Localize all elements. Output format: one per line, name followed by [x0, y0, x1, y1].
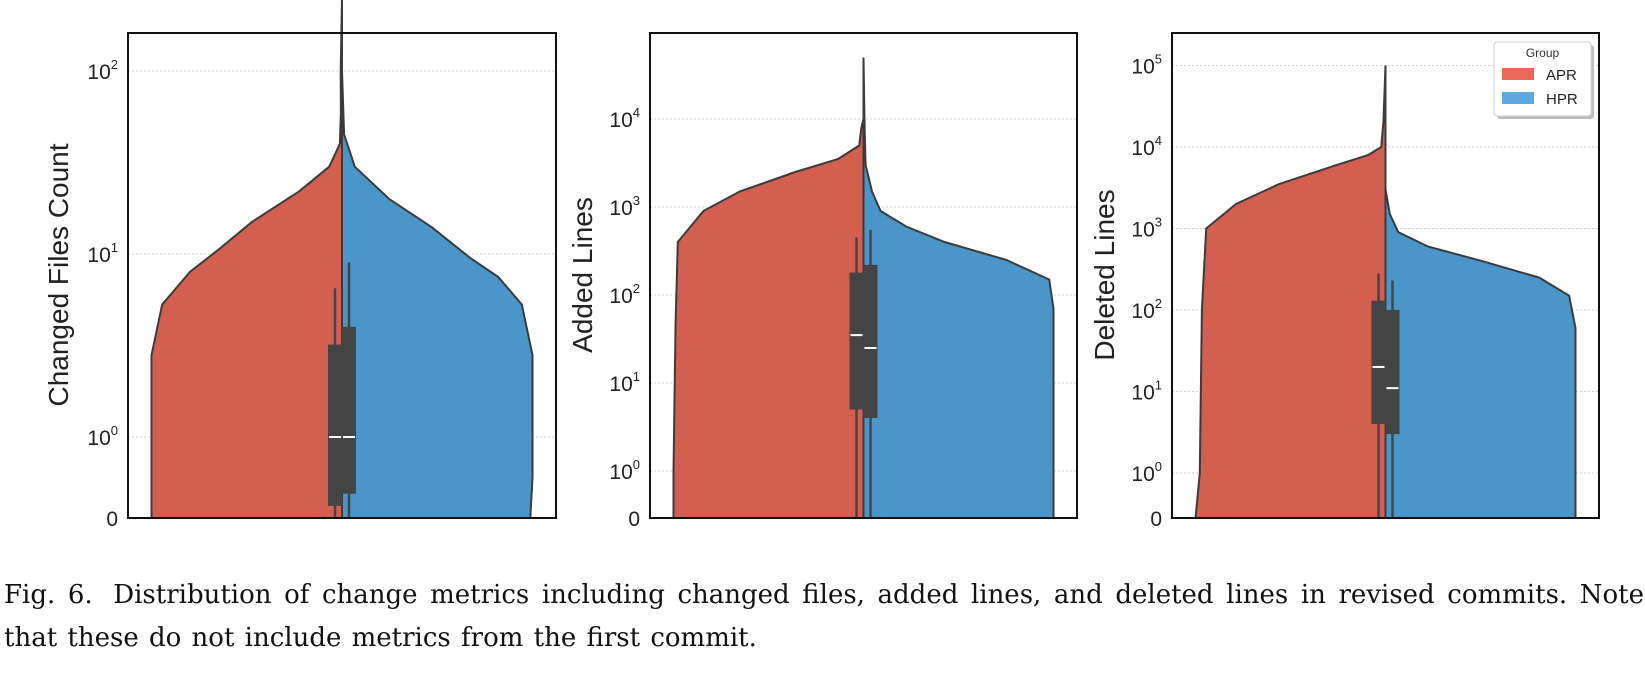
y-tick-label: 102	[87, 57, 118, 84]
legend-label-apr: APR	[1546, 67, 1577, 84]
iqr-box-apr	[328, 344, 342, 506]
y-tick-label: 101	[87, 240, 118, 267]
y-tick-label: 0	[1150, 508, 1162, 531]
iqr-box-apr	[849, 272, 864, 410]
violin-hpr	[1384, 189, 1577, 519]
plot-frame	[649, 32, 1078, 519]
figure-canvas: 0 100 101 102 Changed Files Count 0 100 101 102 1…	[43, 0, 1600, 531]
legend-label-hpr: HPR	[1546, 91, 1578, 108]
plot-frame	[1171, 32, 1600, 519]
chart-panel: 0 100 101 102 Changed Files Count	[43, 0, 557, 531]
violin-apr	[150, 0, 343, 519]
y-tick-label: 104	[609, 105, 640, 132]
caption-text: Distribution of change metrics including…	[4, 580, 1645, 653]
y-tick-label: 102	[609, 281, 640, 308]
y-tick-label: 102	[1131, 296, 1162, 323]
caption-label: Fig. 6.	[4, 580, 93, 610]
y-tick-label: 100	[609, 457, 640, 484]
iqr-box-hpr	[342, 326, 356, 494]
y-axis-label: Changed Files Count	[43, 143, 74, 406]
legend-title: Group	[1526, 46, 1560, 60]
y-tick-label: 100	[87, 423, 118, 450]
legend: Group APR HPR	[1493, 41, 1594, 119]
violin-apr	[1194, 65, 1387, 519]
iqr-box-apr	[1371, 300, 1386, 424]
y-tick-label: 103	[1131, 215, 1162, 242]
legend-swatch-hpr	[1502, 92, 1534, 104]
y-tick-label: 0	[106, 508, 118, 531]
y-tick-label: 103	[609, 193, 640, 220]
y-tick-label: 0	[628, 508, 640, 531]
y-tick-label: 104	[1131, 133, 1162, 160]
legend-swatch-apr	[1502, 68, 1534, 80]
violin-hpr	[862, 57, 1055, 519]
plot-frame	[127, 32, 557, 519]
iqr-box-hpr	[863, 264, 878, 419]
iqr-box-hpr	[1385, 310, 1400, 435]
chart-panel: 0 100 101 102 103 104 105 Deleted Lines Group APR…	[1089, 32, 1600, 531]
violin-hpr	[341, 70, 534, 519]
y-axis-label: Deleted Lines	[1089, 189, 1120, 360]
violin-apr	[672, 118, 865, 519]
y-tick-label: 100	[1131, 459, 1162, 486]
y-tick-label: 105	[1131, 52, 1162, 79]
chart-panel: 0 100 101 102 103 104 Added Lines	[567, 32, 1078, 531]
y-tick-label: 101	[1131, 378, 1162, 405]
y-tick-label: 101	[609, 369, 640, 396]
figure-caption: Fig. 6. Distribution of change metrics i…	[4, 574, 1644, 660]
y-axis-label: Added Lines	[567, 197, 598, 353]
